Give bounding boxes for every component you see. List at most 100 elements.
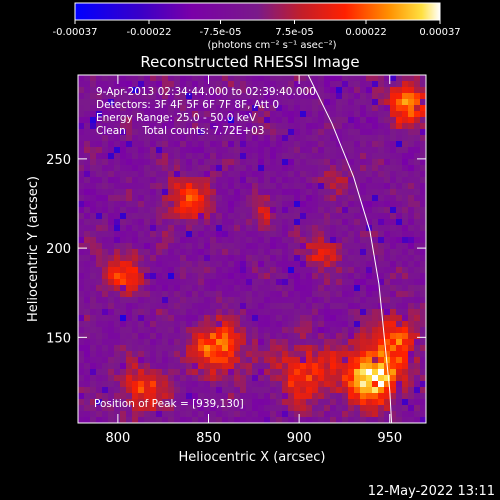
heatmap-cell: [324, 261, 331, 268]
heatmap-cell: [84, 315, 91, 322]
heatmap-cell: [396, 291, 403, 298]
heatmap-cell: [216, 273, 223, 280]
heatmap-cell: [216, 261, 223, 268]
heatmap-cell: [174, 363, 181, 370]
heatmap-cell: [318, 333, 325, 340]
heatmap-cell: [174, 87, 181, 94]
heatmap-cell: [150, 273, 157, 280]
heatmap-cell: [312, 345, 319, 352]
heatmap-cell: [258, 303, 265, 310]
heatmap-cell: [168, 111, 175, 118]
heatmap-cell: [126, 321, 133, 328]
heatmap-cell: [132, 171, 139, 178]
heatmap-cell: [150, 411, 157, 418]
heatmap-cell: [360, 237, 367, 244]
heatmap-cell: [282, 159, 289, 166]
heatmap-cell: [138, 207, 145, 214]
peak-position-label: Position of Peak = [939,130]: [94, 398, 244, 410]
heatmap-cell: [354, 399, 361, 406]
heatmap-cell: [156, 135, 163, 142]
heatmap-cell: [120, 135, 127, 142]
heatmap-cell: [408, 201, 415, 208]
heatmap-cell: [102, 213, 109, 220]
heatmap-cell: [216, 117, 223, 124]
heatmap-cell: [198, 303, 205, 310]
heatmap-cell: [210, 345, 217, 352]
heatmap-cell: [108, 111, 115, 118]
heatmap-cell: [330, 159, 337, 166]
heatmap-cell: [192, 411, 199, 418]
heatmap-cell: [360, 297, 367, 304]
heatmap-cell: [222, 99, 229, 106]
heatmap-cell: [120, 213, 127, 220]
heatmap-cell: [264, 219, 271, 226]
heatmap-cell: [174, 291, 181, 298]
heatmap-cell: [246, 273, 253, 280]
heatmap-cell: [210, 363, 217, 370]
heatmap-cell: [390, 393, 397, 400]
heatmap-cell: [90, 147, 97, 154]
heatmap-cell: [120, 105, 127, 112]
heatmap-cell: [108, 105, 115, 112]
heatmap-cell: [216, 147, 223, 154]
heatmap-cell: [180, 273, 187, 280]
heatmap-cell: [246, 105, 253, 112]
heatmap-cell: [162, 363, 169, 370]
x-axis: 800 850 900 950: [105, 75, 402, 446]
heatmap-cell: [306, 147, 313, 154]
heatmap-cell: [186, 111, 193, 118]
heatmap-cell: [306, 129, 313, 136]
heatmap-cell: [300, 261, 307, 268]
heatmap-cell: [222, 237, 229, 244]
heatmap-cell: [282, 105, 289, 112]
heatmap-cell: [294, 339, 301, 346]
heatmap-cell: [180, 219, 187, 226]
heatmap-cell: [402, 129, 409, 136]
heatmap-cell: [318, 123, 325, 130]
heatmap-cell: [144, 153, 151, 160]
heatmap-cell: [372, 279, 379, 286]
heatmap-cell: [264, 105, 271, 112]
heatmap-cell: [372, 165, 379, 172]
heatmap-cell: [150, 135, 157, 142]
heatmap-cell: [240, 129, 247, 136]
heatmap-cell: [390, 159, 397, 166]
heatmap-cell: [162, 189, 169, 196]
heatmap-cell: [378, 105, 385, 112]
heatmap-cell: [258, 177, 265, 184]
heatmap-cell: [108, 93, 115, 100]
heatmap-cell: [402, 309, 409, 316]
heatmap-cell: [330, 165, 337, 172]
heatmap-cell: [276, 81, 283, 88]
heatmap-cell: [174, 243, 181, 250]
heatmap-cell: [162, 321, 169, 328]
heatmap-cell: [270, 417, 277, 423]
heatmap-cell: [258, 309, 265, 316]
heatmap-cell: [330, 345, 337, 352]
heatmap-cell: [372, 159, 379, 166]
heatmap-cell: [180, 123, 187, 130]
heatmap-cell: [306, 177, 313, 184]
heatmap-cell: [414, 183, 421, 190]
heatmap-cell: [330, 309, 337, 316]
heatmap-cell: [348, 147, 355, 154]
heatmap-cell: [144, 225, 151, 232]
heatmap-cell: [276, 303, 283, 310]
heatmap-cell: [384, 357, 391, 364]
heatmap-cell: [360, 129, 367, 136]
heatmap-cell: [240, 417, 247, 423]
heatmap-cell: [264, 111, 271, 118]
heatmap-cell: [180, 315, 187, 322]
heatmap-cell: [360, 81, 367, 88]
heatmap-cell: [282, 327, 289, 334]
heatmap-cell: [294, 315, 301, 322]
heatmap-cell: [276, 105, 283, 112]
heatmap-cell: [234, 171, 241, 178]
heatmap-cell: [144, 417, 151, 423]
heatmap-cell: [138, 93, 145, 100]
heatmap-cell: [150, 405, 157, 412]
heatmap-cell: [204, 75, 211, 82]
heatmap-cell: [414, 297, 421, 304]
heatmap-cell: [150, 141, 157, 148]
heatmap-cell: [228, 243, 235, 250]
